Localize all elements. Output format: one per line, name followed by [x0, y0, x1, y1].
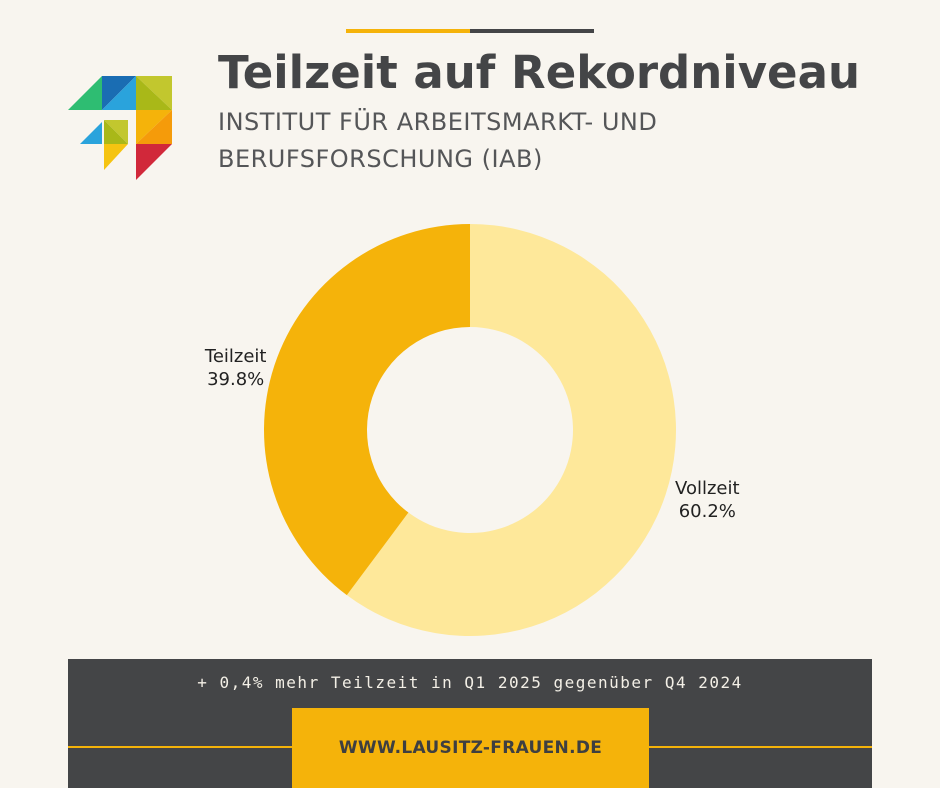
logo-icon — [68, 76, 172, 180]
footer-note: + 0,4% mehr Teilzeit in Q1 2025 gegenübe… — [197, 673, 743, 692]
page-subtitle: INSTITUT FÜR ARBEITSMARKT- UND BERUFSFOR… — [218, 108, 658, 173]
logo-piece-light-blue — [102, 76, 136, 110]
label-teilzeit: Teilzeit — [204, 346, 267, 367]
slice-teilzeit — [263, 224, 470, 596]
accent-segment-yellow — [346, 29, 470, 33]
label-vollzeit: Vollzeit — [675, 478, 740, 499]
page-title: Teilzeit auf Rekordniveau — [218, 46, 860, 99]
top-accent-bar — [346, 29, 594, 33]
logo-piece-sky — [80, 122, 102, 144]
logo-piece-lime-b — [104, 120, 128, 144]
logo-piece-yellow-small — [104, 144, 128, 170]
logo-piece-red — [136, 144, 172, 180]
accent-segment-dark — [470, 29, 594, 33]
donut-slices — [263, 224, 677, 636]
logo-piece-olive-b — [136, 76, 172, 110]
value-vollzeit: 60.2% — [679, 501, 736, 522]
website-link-button[interactable]: WWW.LAUSITZ-FRAUEN.DE — [292, 708, 649, 788]
logo-piece-green — [68, 76, 102, 110]
value-teilzeit: 39.8% — [207, 369, 264, 390]
logo-piece-orange-b — [136, 110, 172, 144]
slice-vollzeit — [346, 224, 677, 636]
footer-panel: + 0,4% mehr Teilzeit in Q1 2025 gegenübe… — [68, 659, 872, 788]
